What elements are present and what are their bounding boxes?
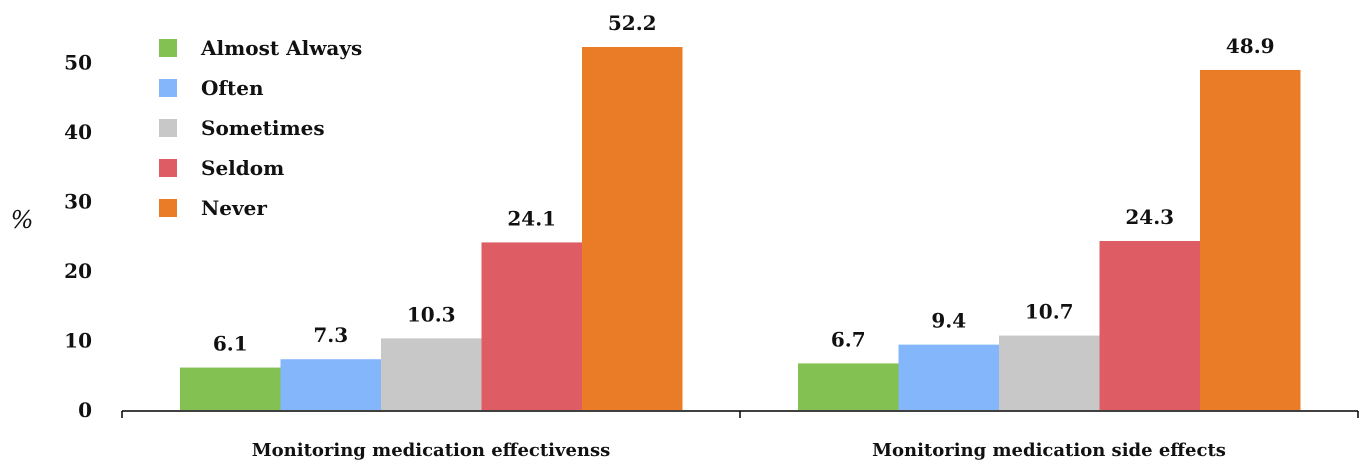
y-tick-label: 10: [64, 328, 92, 352]
y-tick-label: 50: [64, 50, 92, 74]
data-label: 52.2: [608, 11, 657, 35]
bar: [898, 344, 999, 410]
legend-label: Seldom: [201, 156, 284, 180]
bar: [481, 242, 582, 410]
bar: [1200, 69, 1301, 410]
y-tick-label: 30: [64, 189, 92, 213]
legend-swatch: [159, 79, 177, 97]
legend: Almost Always Often Sometimes Seldom Never: [159, 36, 362, 220]
legend-label: Sometimes: [201, 116, 325, 140]
data-label: 48.9: [1226, 34, 1275, 58]
bars-group: 6.1 7.3 10.3 24.1 52.2 6.7 9.4 10.7 24.3 48.9: [180, 11, 1301, 410]
data-label: 24.3: [1125, 205, 1174, 229]
bar: [999, 335, 1100, 410]
bar: [1099, 241, 1200, 410]
bar: [582, 47, 683, 410]
data-label: 6.1: [213, 332, 248, 356]
bar: [381, 338, 482, 410]
category-label: Monitoring medication effectivenss: [252, 440, 611, 461]
bar: [180, 367, 281, 410]
y-tick-label: 40: [64, 120, 92, 144]
bar: [798, 363, 899, 410]
legend-label: Never: [201, 196, 267, 220]
legend-swatch: [159, 159, 177, 177]
category-label: Monitoring medication side effects: [872, 440, 1226, 461]
data-label: 24.1: [507, 206, 556, 230]
x-axis: Monitoring medication effectivenss Monito…: [121, 410, 1359, 461]
legend-swatch: [159, 39, 177, 57]
y-axis-ticks: 0 10 20 30 40 50: [64, 50, 92, 422]
legend-swatch: [159, 119, 177, 137]
legend-label: Almost Always: [200, 36, 362, 60]
y-tick-label: 0: [78, 398, 92, 422]
data-label: 10.3: [407, 302, 456, 326]
legend-swatch: [159, 199, 177, 217]
y-tick-label: 20: [64, 259, 92, 283]
data-label: 10.7: [1025, 300, 1074, 324]
bar: [280, 359, 381, 410]
data-label: 9.4: [931, 309, 966, 333]
legend-label: Often: [201, 76, 264, 100]
data-label: 7.3: [313, 323, 348, 347]
y-axis-label: %: [11, 206, 34, 234]
data-label: 6.7: [831, 327, 866, 351]
